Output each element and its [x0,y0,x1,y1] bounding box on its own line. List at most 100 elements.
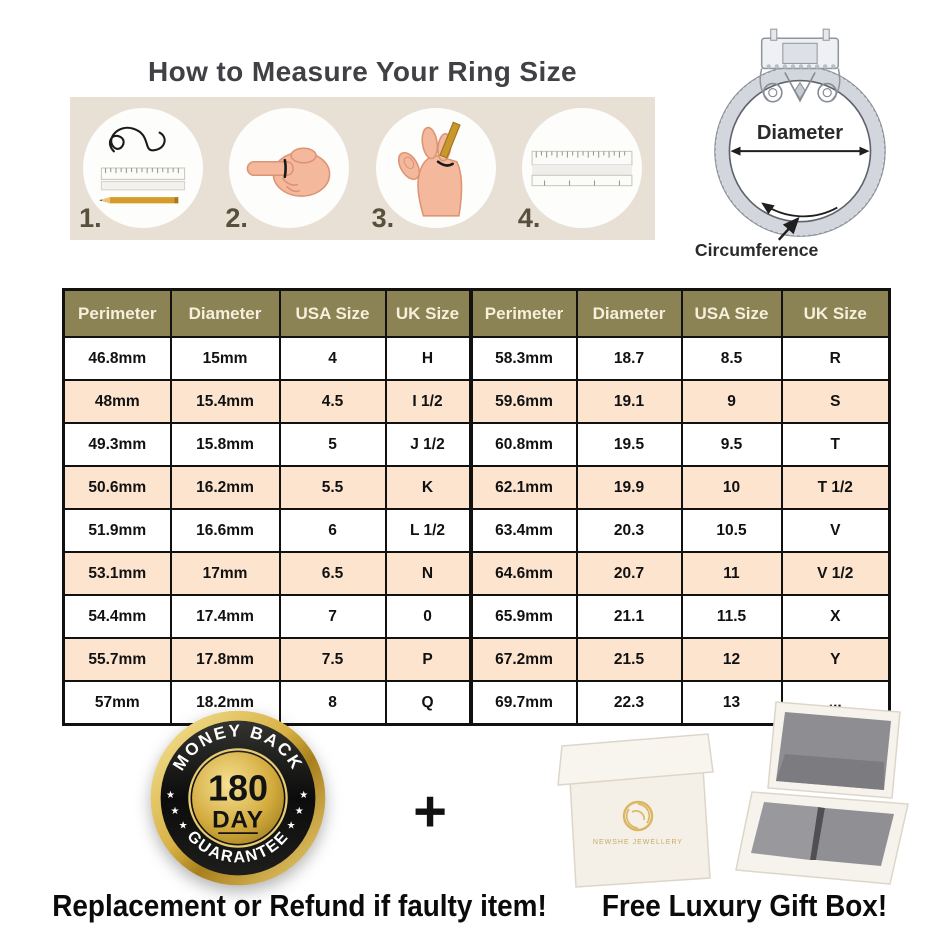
table-cell: 54.4mm [62,594,172,639]
step-4-number: 4. [517,203,541,233]
table-cell: X [780,594,891,639]
table-cell: 7.5 [278,637,387,682]
step-4: 4. [512,97,652,240]
svg-text:★: ★ [166,790,175,801]
table-cell: 8 [278,680,387,726]
table-cell: 9 [680,379,783,424]
table-cell: 64.6mm [468,551,578,596]
table-row: 55.7mm 17.8mm 7.5 P 67.2mm 21.5 12 Y [62,637,891,682]
table-cell: 21.5 [575,637,683,682]
string-and-ruler-icon [99,126,186,204]
step-1-circle [83,108,204,228]
badge-day-label: DAY [212,807,264,834]
table-cell: 13 [680,680,783,726]
table-cell: K [384,465,472,510]
page-title: How to Measure Your Ring Size [147,56,578,87]
table-cell: 62.1mm [468,465,578,510]
table-cell: 18.7 [575,336,683,381]
table-cell: 17.4mm [169,594,281,639]
table-cell: 60.8mm [468,422,578,467]
replacement-refund-text: Replacement or Refund if faulty item! [52,888,547,923]
table-cell: I 1/2 [384,379,472,424]
table-cell: 17.8mm [169,637,281,682]
table-cell: 15mm [169,336,281,381]
step-4-circle [521,108,642,228]
table-row: 54.4mm 17.4mm 7 0 65.9mm 21.1 11.5 X [62,594,891,639]
gift-box-logo-text: NEWSHE JEWELLERY [593,839,683,846]
table-row: 48mm 15.4mm 4.5 I 1/2 59.6mm 19.1 9 S [62,379,891,424]
column-header: Diameter [169,288,281,338]
column-header: Diameter [575,288,683,338]
header-row: Perimeter Diameter USA Size UK Size Perimete… [62,288,891,338]
table-cell: 21.1 [575,594,683,639]
table-cell: 9.5 [680,422,783,467]
column-header: Perimeter [62,288,172,338]
table-cell: 48mm [62,379,172,424]
table-cell: 5.5 [278,465,387,510]
step-2: 2. [219,97,359,240]
table-cell: 7 [278,594,387,639]
step-1-number: 1. [79,203,102,233]
table-row: 53.1mm 17mm 6.5 N 64.6mm 20.7 11 V 1/2 [62,551,891,596]
step-3-circle [375,108,496,228]
size-table-header: Perimeter Diameter USA Size UK Size Perimete… [62,288,891,338]
table-row: 57mm 18.2mm 8 Q 69.7mm 22.3 13... [62,680,891,726]
pointing-hand-with-string-icon [246,147,331,197]
svg-text:★: ★ [299,790,308,801]
measure-steps-strip: 1. 2. 3. [70,97,655,240]
table-cell: 4.5 [278,379,387,424]
circumference-label: Circumference [695,240,819,260]
table-cell: T [780,422,891,467]
table-cell: 59.6mm [468,379,578,424]
table-cell: 8.5 [680,336,783,381]
free-gift-box-text: Free Luxury Gift Box! [601,888,888,923]
plus-sign: + [413,779,447,844]
table-cell: 10.5 [680,508,783,553]
column-header: Perimeter [468,288,578,338]
ring-size-table-wrap: Perimeter Diameter USA Size UK Size Perimete… [62,288,891,726]
table-cell: N [384,551,472,596]
table-cell: J 1/2 [384,422,472,467]
table-cell: 17mm [169,551,281,596]
svg-text:★: ★ [287,821,296,832]
column-header: USA Size [680,288,783,338]
money-back-badge: MONEY BACK GUARANTEE ★ ★ ★ ★ ★ ★ 180 DAY [148,708,328,888]
svg-text:★: ★ [179,821,188,832]
table-cell: P [384,637,472,682]
table-row: 49.3mm 15.8mm 5 J 1/2 60.8mm 19.5 9.5 T [62,422,891,467]
step-2-number: 2. [225,203,248,233]
table-cell: V 1/2 [780,551,891,596]
table-cell: 6.5 [278,551,387,596]
table-cell: 4 [278,336,387,381]
table-cell: 20.7 [575,551,683,596]
table-cell: Q [384,680,472,726]
closed-gift-box: NEWSHE JEWELLERY [557,733,714,888]
column-header: UK Size [384,288,472,338]
table-cell: 16.6mm [169,508,281,553]
step-3-number: 3. [371,203,395,233]
diameter-label: Diameter [757,122,843,144]
step-1: 1. [73,97,213,240]
step-3: 3. [366,97,506,240]
table-cell: 51.9mm [62,508,172,553]
table-row: 51.9mm 16.6mm 6 L 1/2 63.4mm 20.3 10.5 V [62,508,891,553]
table-cell: 10 [680,465,783,510]
table-cell: 67.2mm [468,637,578,682]
table-cell: T 1/2 [780,465,891,510]
table-cell: 58.3mm [468,336,578,381]
column-header: UK Size [780,288,891,338]
table-cell: 69.7mm [468,680,578,726]
table-cell: 55.7mm [62,637,172,682]
table-cell: 57mm [62,680,172,726]
table-cell: 5 [278,422,387,467]
money-back-badge-icon: MONEY BACK GUARANTEE ★★★ ★★★ 180 DAY [150,710,326,886]
table-cell: 65.9mm [468,594,578,639]
ring-illustration: Diameter Circumference [695,28,886,260]
table-cell: 12 [680,637,783,682]
table-cell: R [780,336,891,381]
table-cell: 19.9 [575,465,683,510]
table-row: 50.6mm 16.2mm 5.5 K 62.1mm 19.9 10 T 1/2 [62,465,891,510]
table-cell: 63.4mm [468,508,578,553]
table-cell: V [780,508,891,553]
size-table-body: 46.8mm 15mm 4 H 58.3mm 18.7 8.5 R 48mm 15.4mm 4.5 I… [62,336,891,726]
